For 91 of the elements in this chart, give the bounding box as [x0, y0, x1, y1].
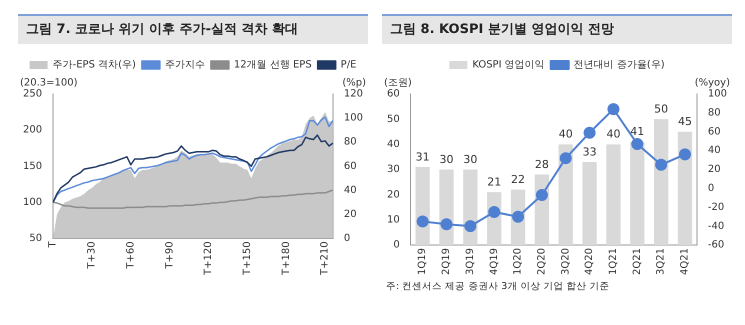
- y-tick-label: 30: [386, 164, 400, 176]
- y-axis-title: (20.3=100): [20, 78, 78, 89]
- y2-tick-label: -40: [708, 220, 724, 232]
- x-tick-label: 3Q20: [560, 248, 572, 276]
- x-tick-label: 1Q19: [417, 248, 428, 276]
- data-label: 22: [511, 173, 526, 186]
- x-tick-label: 4Q19: [488, 248, 500, 276]
- y-tick-label: 50: [386, 114, 400, 125]
- point: [440, 218, 452, 230]
- chart-title: 그림 7. 코로나 위기 이후 주가-실적 격차 확대: [18, 14, 368, 44]
- point: [631, 138, 644, 150]
- x-tick-label: T+120: [203, 241, 214, 276]
- y-tick-label: 20: [386, 189, 400, 200]
- bar: [678, 132, 692, 246]
- point: [560, 152, 572, 164]
- y-tick-label: 100: [22, 196, 42, 208]
- x-tick-label: 1Q20: [512, 248, 524, 276]
- point: [512, 210, 524, 223]
- y-tick-label: 60: [386, 88, 400, 100]
- y2-tick-label: 0: [344, 233, 350, 244]
- data-label: 45: [678, 115, 692, 128]
- legend-label: 전년대비 증가율(우): [574, 60, 665, 71]
- y2-tick-label: 100: [344, 112, 364, 124]
- x-tick-label: 2Q19: [441, 248, 452, 276]
- point: [488, 206, 500, 218]
- y2-tick-label: 40: [708, 145, 721, 156]
- y2-tick-label: 20: [708, 164, 721, 176]
- chart-title: 그림 8. KOSPI 분기별 영업이익 전망: [382, 14, 732, 44]
- y2-tick-label: -60: [708, 240, 724, 251]
- y-axis-title: (조원): [384, 78, 412, 89]
- x-tick-label: T+180: [280, 241, 292, 276]
- data-label: 40: [558, 128, 573, 141]
- point: [536, 189, 548, 202]
- legend-label: KOSPI 영업이익: [472, 60, 545, 71]
- data-label: 33: [582, 145, 597, 158]
- bar: [630, 142, 644, 246]
- data-label: 50: [654, 102, 668, 116]
- bar: [654, 119, 668, 246]
- data-label: 21: [487, 176, 502, 189]
- text: 주: 컨센서스 제공 증권사 3개 이상 기업 합산 기준: [385, 280, 610, 293]
- legend-label: 주가-EPS 격차(우): [52, 60, 136, 71]
- legend-label: 주가지수: [164, 60, 205, 71]
- legend-label: P/E: [340, 60, 356, 71]
- point: [584, 126, 596, 139]
- x-tick-label: T+210: [320, 241, 331, 276]
- y2-tick-label: 60: [708, 126, 721, 138]
- bar: [582, 162, 597, 246]
- y2-tick-label: 20: [344, 208, 357, 220]
- y2-tick-label: 40: [344, 184, 357, 196]
- point: [678, 148, 691, 160]
- data-label: 30: [440, 152, 454, 166]
- y2-tick-label: 80: [708, 107, 721, 118]
- data-label: 30: [463, 152, 478, 166]
- y-tick-label: 40: [386, 138, 400, 150]
- y-tick-label: 150: [22, 160, 42, 172]
- y2-tick-label: 100: [708, 88, 728, 100]
- y2-tick-label: 60: [344, 160, 357, 172]
- y2-tick-label: -20: [708, 202, 724, 213]
- data-label: 41: [630, 125, 644, 138]
- x-tick-label: 2Q21: [632, 248, 643, 276]
- bar: [606, 144, 621, 246]
- x-tick-label: T+60: [125, 241, 136, 270]
- data-label: 31: [416, 150, 430, 164]
- x-tick-label: 3Q19: [464, 248, 476, 276]
- y2-axis-title: (%yoy): [694, 78, 730, 89]
- y2-tick-label: 80: [344, 136, 357, 148]
- x-tick-label: T+30: [86, 241, 98, 270]
- point: [655, 158, 668, 171]
- point: [464, 220, 476, 232]
- x-tick-label: 3Q21: [656, 248, 667, 276]
- bar: [558, 144, 573, 246]
- data-label: 40: [606, 128, 620, 141]
- y2-tick-label: 0: [708, 182, 714, 194]
- y-tick-label: 250: [22, 88, 42, 100]
- x-tick-label: 1Q21: [608, 248, 620, 276]
- y2-tick-label: 120: [344, 88, 364, 100]
- x-tick-label: T+150: [242, 241, 254, 276]
- data-label: 28: [534, 158, 549, 171]
- y-tick-label: 50: [29, 233, 42, 244]
- y-tick-label: 0: [393, 240, 400, 251]
- y-tick-label: 200: [22, 124, 42, 136]
- x-tick-label: 2Q20: [536, 248, 548, 276]
- point: [607, 103, 620, 116]
- x-tick-label: 4Q20: [584, 248, 596, 276]
- y2-axis-title: (%p): [342, 78, 366, 89]
- x-tick-label: T: [48, 240, 59, 249]
- y-tick-label: 10: [386, 214, 400, 226]
- x-tick-label: T+90: [164, 241, 176, 270]
- point: [416, 215, 429, 228]
- legend-label: 12개월 선행 EPS: [234, 60, 312, 71]
- x-tick-label: 4Q21: [680, 248, 691, 276]
